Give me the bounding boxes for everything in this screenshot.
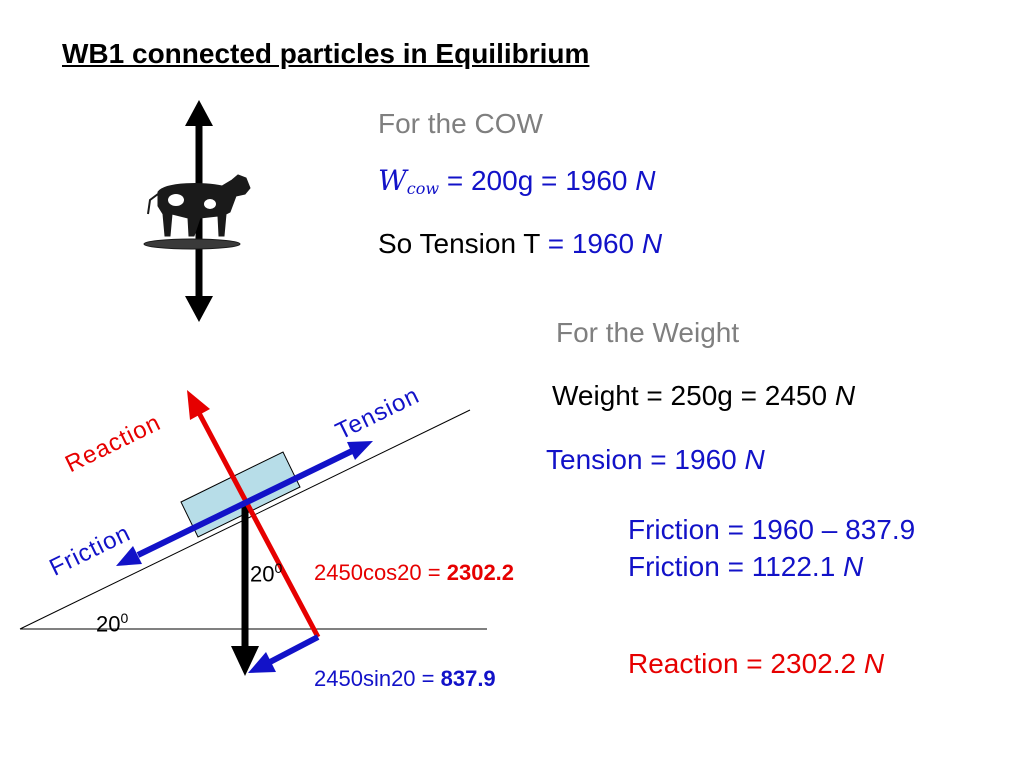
weight-arrow — [231, 503, 259, 676]
weight-equation: Weight = 250g = 2450 N — [552, 380, 856, 411]
cos-component-label: 2450cos20 = 2302.2 — [314, 560, 515, 585]
friction-arrow — [116, 500, 247, 566]
reaction-arrow — [187, 390, 321, 639]
sin-component-label: 2450sin20 = 837.9 — [314, 666, 496, 691]
friction-line-1: Friction = 1960 – 837.9 — [628, 514, 916, 545]
reaction-result: Reaction = 2302.2 N — [628, 648, 885, 679]
friction-line-2: Friction = 1122.1 N — [628, 551, 864, 582]
cow-icon — [143, 174, 251, 250]
angle-label-slope: 200 — [96, 610, 129, 637]
cow-weight-equation: Wcow = 200g = 1960 N — [378, 164, 656, 198]
tension-arrow — [243, 441, 373, 506]
tension-equation: Tension = 1960 N — [546, 444, 765, 475]
cow-heading: For the COW — [378, 108, 543, 139]
cow-tension-equation: So Tension T = 1960 N — [378, 228, 663, 259]
sin-component-arrow — [248, 634, 320, 673]
page-title: WB1 connected particles in Equilibrium — [62, 38, 590, 69]
weight-heading: For the Weight — [556, 317, 740, 348]
angle-label-inner: 200 — [250, 560, 283, 587]
